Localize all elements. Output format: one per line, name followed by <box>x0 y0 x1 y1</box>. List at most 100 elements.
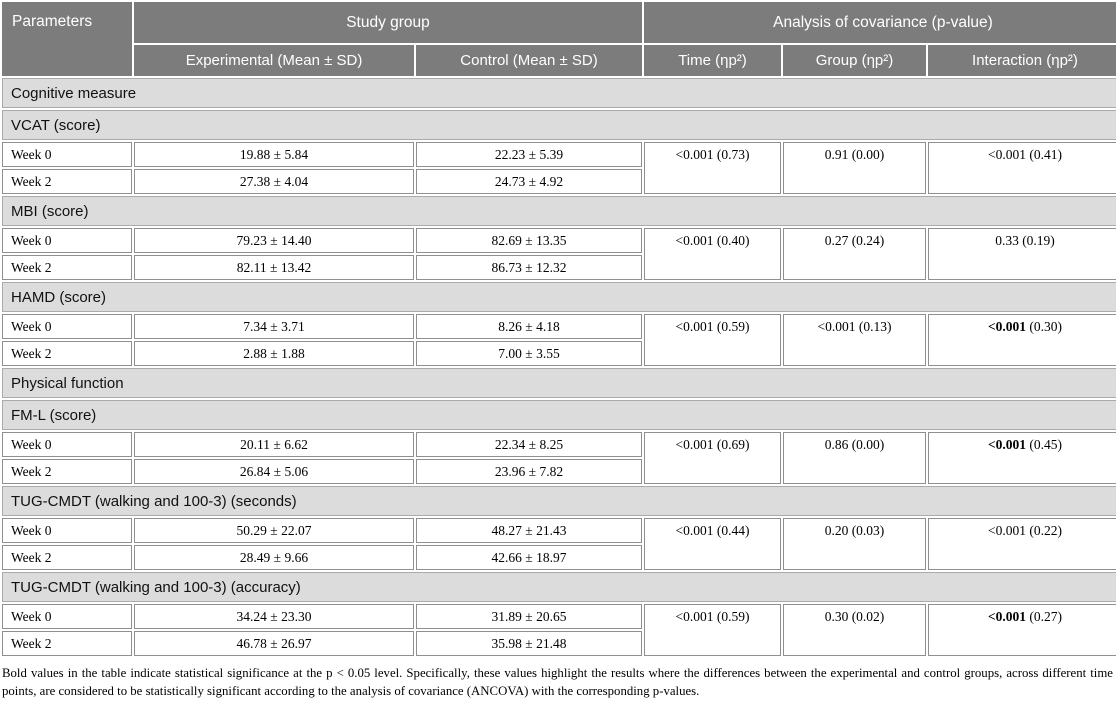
ancova-interaction-cell: <0.001 (0.22) <box>928 518 1116 570</box>
table-row: Week 0 79.23 ± 14.40 82.69 ± 13.35 <0.00… <box>2 228 1116 280</box>
header-study-group: Study group <box>134 2 642 43</box>
interaction-eta-value: (0.22) <box>1029 523 1062 538</box>
week-label: Week 0 <box>2 604 132 629</box>
measure-band-fml: FM-L (score) <box>2 400 1116 430</box>
experimental-mean-cell: 82.11 ± 13.42 <box>134 255 414 280</box>
measure-band-tug-accuracy: TUG-CMDT (walking and 100-3) (accuracy) <box>2 572 1116 602</box>
control-mean-cell: 22.34 ± 8.25 <box>416 432 642 457</box>
table-row: Week 2 82.11 ± 13.42 86.73 ± 12.32 <box>2 255 1116 280</box>
ancova-interaction-cell: <0.001 (0.45) <box>928 432 1116 484</box>
ancova-time-cell: <0.001 (0.69) <box>644 432 781 484</box>
ancova-group-cell: 0.20 (0.03) <box>783 518 926 570</box>
measure-row: TUG-CMDT (walking and 100-3) (seconds) <box>2 486 1116 516</box>
ancova-time-cell: <0.001 (0.59) <box>644 314 781 366</box>
experimental-mean-cell: 46.78 ± 26.97 <box>134 631 414 656</box>
interaction-eta-value: (0.27) <box>1029 609 1063 624</box>
control-mean-cell: 7.00 ± 3.55 <box>416 341 642 366</box>
ancova-group-cell: 0.27 (0.24) <box>783 228 926 280</box>
measure-band-mbi: MBI (score) <box>2 196 1116 226</box>
experimental-mean-cell: 20.11 ± 6.62 <box>134 432 414 457</box>
interaction-p-value: <0.001 <box>988 523 1026 538</box>
interaction-eta-value: (0.45) <box>1029 437 1063 452</box>
ancova-time-cell: <0.001 (0.59) <box>644 604 781 656</box>
category-band-cognitive: Cognitive measure <box>2 78 1116 108</box>
table-body: Cognitive measure VCAT (score) Week 0 19… <box>2 78 1116 656</box>
experimental-mean-cell: 79.23 ± 14.40 <box>134 228 414 253</box>
header-experimental: Experimental (Mean ± SD) <box>134 45 414 76</box>
week-label: Week 0 <box>2 432 132 457</box>
ancova-time-cell: <0.001 (0.44) <box>644 518 781 570</box>
header-row-sub: Experimental (Mean ± SD) Control (Mean ±… <box>2 45 1116 76</box>
table-row: Week 2 28.49 ± 9.66 42.66 ± 18.97 <box>2 545 1116 570</box>
control-mean-cell: 8.26 ± 4.18 <box>416 314 642 339</box>
control-mean-cell: 82.69 ± 13.35 <box>416 228 642 253</box>
table-row: Week 2 26.84 ± 5.06 23.96 ± 7.82 <box>2 459 1116 484</box>
table-footnote: Bold values in the table indicate statis… <box>2 666 1113 698</box>
table-row: Week 0 34.24 ± 23.30 31.89 ± 20.65 <0.00… <box>2 604 1116 656</box>
table-row: Week 2 27.38 ± 4.04 24.73 ± 4.92 <box>2 169 1116 194</box>
header-row-top: Parameters Study group Analysis of covar… <box>2 2 1116 76</box>
control-mean-cell: 24.73 ± 4.92 <box>416 169 642 194</box>
experimental-mean-cell: 7.34 ± 3.71 <box>134 314 414 339</box>
experimental-mean-cell: 50.29 ± 22.07 <box>134 518 414 543</box>
experimental-mean-cell: 2.88 ± 1.88 <box>134 341 414 366</box>
table-row: Week 2 2.88 ± 1.88 7.00 ± 3.55 <box>2 341 1116 366</box>
measure-band-vcat: VCAT (score) <box>2 110 1116 140</box>
control-mean-cell: 31.89 ± 20.65 <box>416 604 642 629</box>
ancova-interaction-cell: <0.001 (0.27) <box>928 604 1116 656</box>
measure-row: VCAT (score) <box>2 110 1116 140</box>
category-band-physical: Physical function <box>2 368 1116 398</box>
experimental-mean-cell: 19.88 ± 5.84 <box>134 142 414 167</box>
ancova-group-cell: 0.86 (0.00) <box>783 432 926 484</box>
interaction-eta-value: (0.41) <box>1029 147 1062 162</box>
week-label: Week 0 <box>2 314 132 339</box>
ancova-interaction-cell: 0.33 (0.19) <box>928 228 1116 280</box>
table-row: Week 0 7.34 ± 3.71 8.26 ± 4.18 <0.001 (0… <box>2 314 1116 366</box>
experimental-mean-cell: 26.84 ± 5.06 <box>134 459 414 484</box>
table-row: Week 2 46.78 ± 26.97 35.98 ± 21.48 <box>2 631 1116 656</box>
interaction-p-value: 0.33 <box>995 233 1019 248</box>
ancova-group-cell: 0.91 (0.00) <box>783 142 926 194</box>
measure-row: HAMD (score) <box>2 282 1116 312</box>
experimental-mean-cell: 27.38 ± 4.04 <box>134 169 414 194</box>
measure-band-hamd: HAMD (score) <box>2 282 1116 312</box>
ancova-interaction-cell: <0.001 (0.30) <box>928 314 1116 366</box>
control-mean-cell: 86.73 ± 12.32 <box>416 255 642 280</box>
week-label: Week 2 <box>2 255 132 280</box>
table-row: Week 0 50.29 ± 22.07 48.27 ± 21.43 <0.00… <box>2 518 1116 570</box>
week-label: Week 2 <box>2 545 132 570</box>
category-row: Cognitive measure <box>2 78 1116 108</box>
table-row: Week 0 20.11 ± 6.62 22.34 ± 8.25 <0.001 … <box>2 432 1116 484</box>
measure-band-tug-seconds: TUG-CMDT (walking and 100-3) (seconds) <box>2 486 1116 516</box>
week-label: Week 0 <box>2 142 132 167</box>
interaction-p-value: <0.001 <box>987 609 1027 624</box>
measure-row: TUG-CMDT (walking and 100-3) (accuracy) <box>2 572 1116 602</box>
week-label: Week 0 <box>2 518 132 543</box>
header-ancova: Analysis of covariance (p-value) <box>644 2 1116 43</box>
table-header: Parameters Study group Analysis of covar… <box>2 2 1116 76</box>
ancova-time-cell: <0.001 (0.40) <box>644 228 781 280</box>
header-group: Group (ηp²) <box>783 45 926 76</box>
interaction-p-value: <0.001 <box>987 437 1027 452</box>
week-label: Week 2 <box>2 631 132 656</box>
header-parameters: Parameters <box>2 2 132 76</box>
measure-row: MBI (score) <box>2 196 1116 226</box>
header-interaction: Interaction (ηp²) <box>928 45 1116 76</box>
week-label: Week 2 <box>2 341 132 366</box>
week-label: Week 2 <box>2 459 132 484</box>
control-mean-cell: 22.23 ± 5.39 <box>416 142 642 167</box>
control-mean-cell: 42.66 ± 18.97 <box>416 545 642 570</box>
control-mean-cell: 48.27 ± 21.43 <box>416 518 642 543</box>
ancova-group-cell: <0.001 (0.13) <box>783 314 926 366</box>
category-row: Physical function <box>2 368 1116 398</box>
week-label: Week 0 <box>2 228 132 253</box>
measure-row: FM-L (score) <box>2 400 1116 430</box>
header-time: Time (ηp²) <box>644 45 781 76</box>
interaction-p-value: <0.001 <box>987 319 1027 334</box>
control-mean-cell: 23.96 ± 7.82 <box>416 459 642 484</box>
ancova-group-cell: 0.30 (0.02) <box>783 604 926 656</box>
ancova-time-cell: <0.001 (0.73) <box>644 142 781 194</box>
interaction-p-value: <0.001 <box>988 147 1026 162</box>
week-label: Week 2 <box>2 169 132 194</box>
